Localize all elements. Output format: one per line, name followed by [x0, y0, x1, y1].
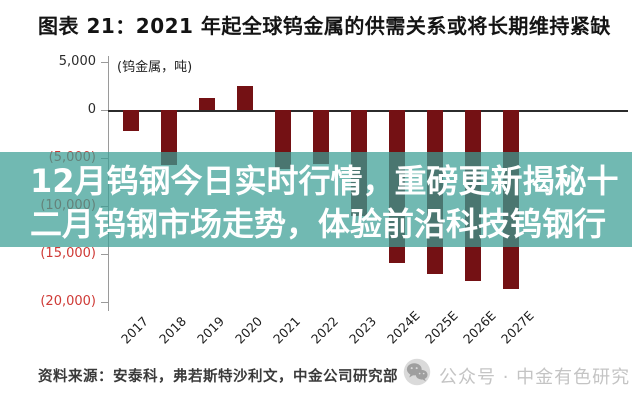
watermark-text: 公众号 · 中金有色研究: [439, 367, 631, 388]
banner-line-1: 12月钨钢今日实时行情，重磅更新揭秘十: [30, 162, 619, 200]
x-axis-label-2023: 2023: [346, 313, 380, 347]
x-axis-label-2025E: 2025E: [422, 307, 461, 347]
x-axis-label-2026E: 2026E: [460, 307, 499, 347]
bar-2022: [313, 110, 329, 164]
x-axis-label-2017: 2017: [118, 313, 152, 347]
y-tick-label: 5,000: [58, 54, 96, 69]
y-tick-mark: [101, 254, 108, 255]
x-axis-label-2019: 2019: [194, 313, 228, 347]
x-axis-label-2021: 2021: [270, 313, 304, 347]
y-tick-mark: [101, 62, 108, 63]
y-tick-mark: [101, 110, 108, 111]
x-axis-label-2018: 2018: [156, 313, 190, 347]
wechat-logo-icon: [403, 358, 431, 386]
x-axis-label-2027E: 2027E: [498, 307, 537, 347]
zero-baseline: [108, 110, 628, 112]
y-tick-label: (15,000): [40, 246, 96, 261]
promo-text-banner: 12月钨钢今日实时行情，重磅更新揭秘十 二月钨钢市场走势，体验前沿科技钨钢行: [0, 152, 632, 247]
x-axis-label-2024E: 2024E: [384, 307, 423, 347]
data-source-text: 资料来源：安泰科，弗若斯特沙利文，中金公司研究部: [38, 369, 398, 385]
chart-title: 图表 21：2021 年起全球钨金属的供需关系或将长期维持紧缺: [38, 14, 611, 38]
banner-line-2: 二月钨钢市场走势，体验前沿科技钨钢行: [30, 205, 607, 243]
bar-2018: [161, 110, 177, 165]
y-axis-unit-label: (钨金属，吨): [117, 60, 193, 75]
y-tick-mark: [101, 302, 108, 303]
bar-2017: [123, 110, 139, 132]
bar-2020: [237, 85, 253, 110]
x-axis-label-2020: 2020: [232, 313, 266, 347]
y-tick-label: (20,000): [40, 294, 96, 309]
y-tick-label: 0: [87, 102, 96, 117]
bar-2019: [199, 97, 215, 110]
x-axis-label-2022: 2022: [308, 313, 342, 347]
